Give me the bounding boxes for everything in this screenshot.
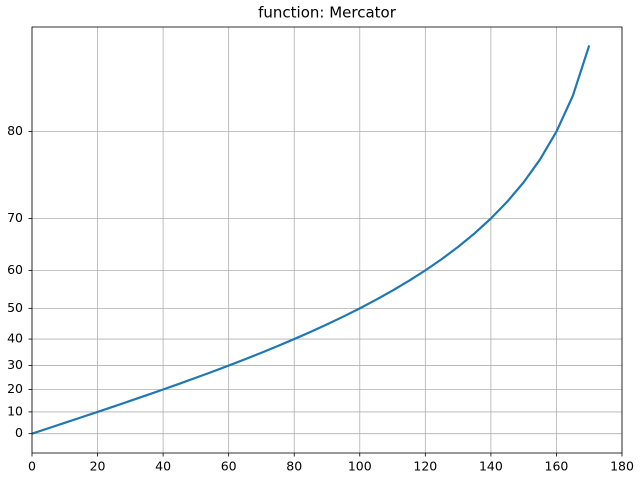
- y-tick-label: 60: [7, 262, 23, 277]
- x-tick-label: 100: [348, 459, 372, 474]
- x-tick-label: 80: [286, 459, 302, 474]
- y-tick-label: 70: [7, 210, 23, 225]
- chart-title: function: Mercator: [258, 4, 397, 22]
- y-tick-label: 30: [7, 357, 23, 372]
- x-tick-label: 160: [545, 459, 569, 474]
- axes-frame: [31, 26, 623, 454]
- y-tick-label: 20: [7, 381, 23, 396]
- x-tick-label: 40: [155, 459, 171, 474]
- x-tick-label: 140: [479, 459, 503, 474]
- y-tick-label: 10: [7, 403, 23, 418]
- y-tick-label: 40: [7, 331, 23, 346]
- x-tick-label: 120: [413, 459, 437, 474]
- y-tick-label: 0: [15, 425, 23, 440]
- x-tick-label: 60: [221, 459, 237, 474]
- x-tick-label: 180: [610, 459, 634, 474]
- x-tick-label: 0: [28, 459, 36, 474]
- x-tick-label: 20: [90, 459, 106, 474]
- data-line: [31, 45, 591, 435]
- y-tick-label: 50: [7, 300, 23, 315]
- y-tick-label: 80: [7, 123, 23, 138]
